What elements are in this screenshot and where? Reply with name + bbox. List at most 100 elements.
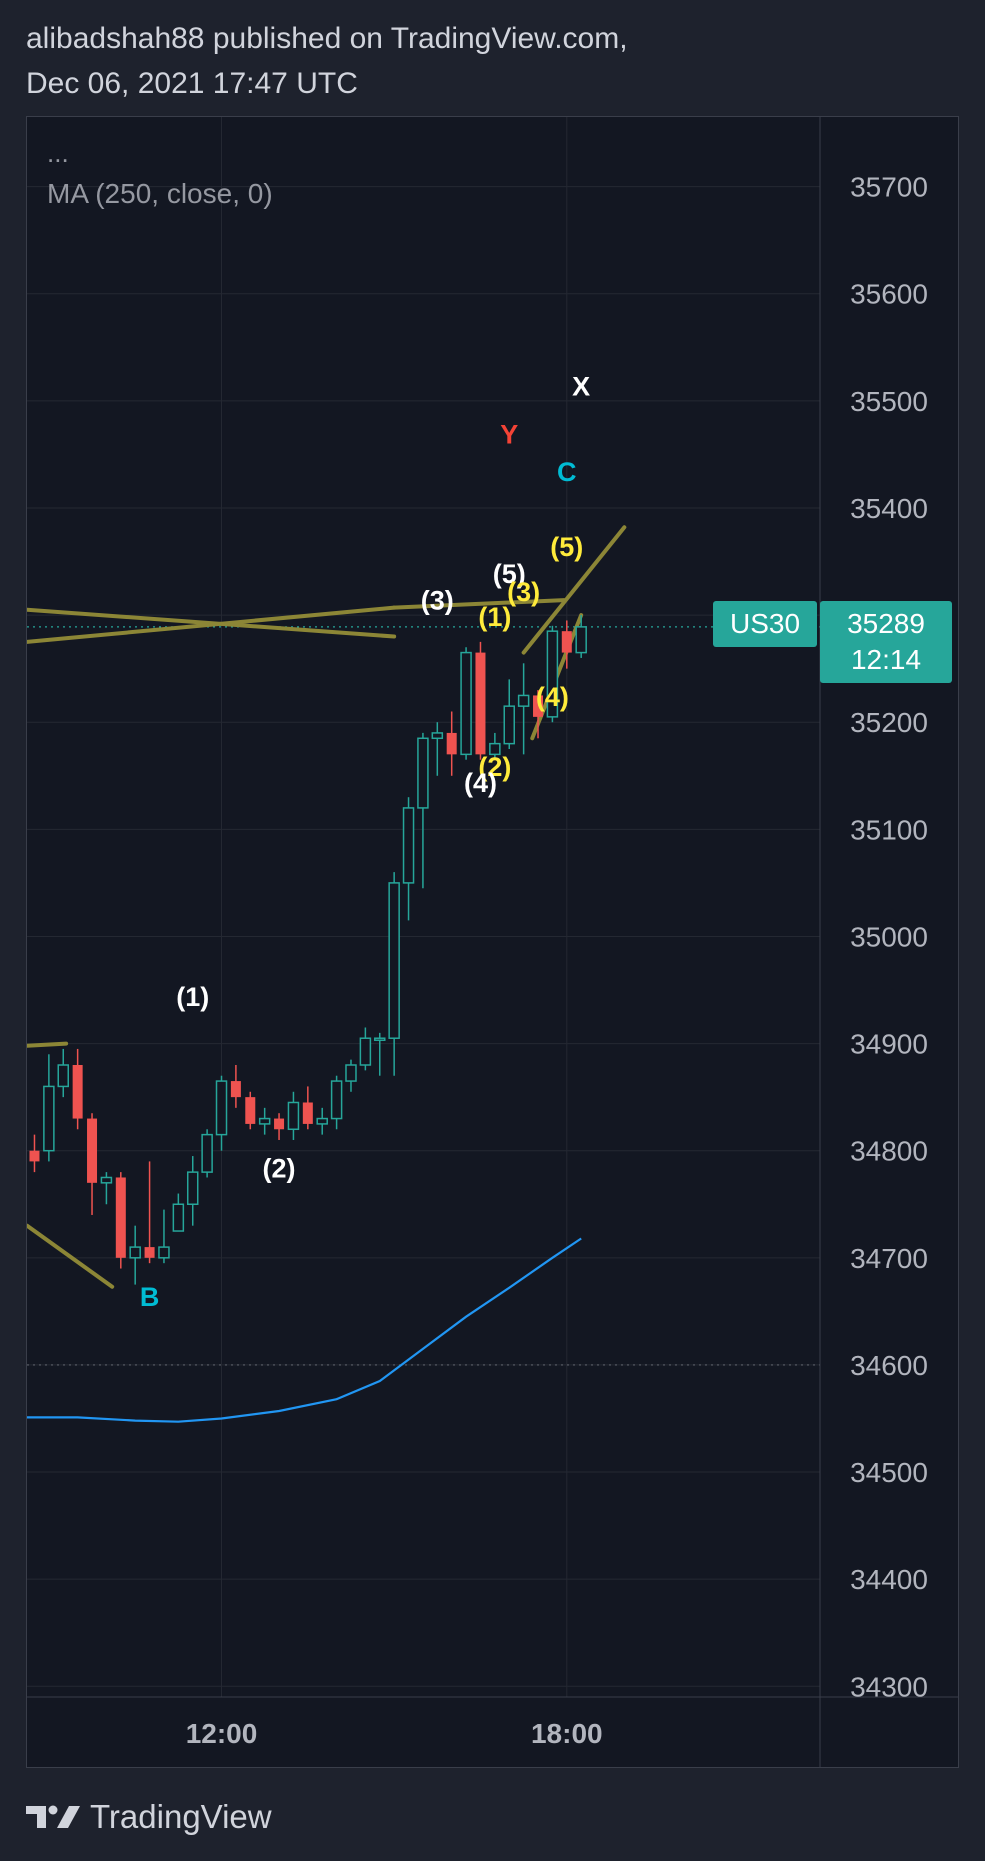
candle-body [245, 1097, 256, 1124]
chart-frame[interactable]: X Y C (5) (5) (3) (3) (1) (4) (2) (4) (1) (2) B 35700… [26, 116, 959, 1768]
indicator-legend[interactable]: MA (250, close, 0) [47, 178, 273, 209]
candle [330, 1075, 343, 1130]
publisher-line: alibadshah88 published on TradingView.co… [26, 22, 628, 55]
candle-body [215, 1080, 228, 1136]
wave-label: Y [500, 420, 518, 450]
candle [287, 1091, 300, 1140]
candle-body [374, 1037, 386, 1041]
candle [517, 663, 530, 755]
wave-label: (4) [536, 682, 569, 712]
y-tick-label: 35600 [850, 279, 928, 310]
trendline[interactable] [392, 598, 566, 610]
candle [274, 1113, 285, 1140]
candle-body [431, 732, 444, 740]
legend-more[interactable]: ... [47, 138, 69, 168]
candle-body [417, 737, 429, 809]
candle [575, 615, 587, 658]
wave-label: (5) [493, 559, 526, 589]
candle-body [144, 1247, 155, 1258]
tradingview-logo-icon [26, 1805, 80, 1828]
candle [489, 732, 501, 760]
trendline[interactable] [27, 605, 397, 644]
trendline[interactable] [521, 525, 627, 655]
trendline[interactable] [27, 1223, 115, 1289]
candle-body [475, 652, 486, 755]
wave-label: (2) [478, 752, 511, 782]
time-axis[interactable]: 12:00 18:00 [186, 1718, 603, 1749]
candle [100, 1172, 113, 1205]
candle-body [345, 1064, 357, 1082]
price-axis[interactable]: 3570035600355003540035300352003510035000… [850, 172, 928, 1703]
horizontal-dotted-lines [27, 626, 820, 1366]
candle-body [287, 1101, 300, 1131]
candle-body [43, 1085, 55, 1152]
candle [374, 1032, 386, 1076]
candle-body [100, 1176, 113, 1184]
candle-body [274, 1118, 285, 1130]
last-price-tag-bg [820, 601, 952, 683]
candle-body [503, 705, 515, 745]
symbol-tag-bg [713, 601, 817, 647]
ma-line[interactable] [27, 1237, 582, 1423]
publish-date: Dec 06, 2021 17:47 UTC [26, 67, 358, 100]
y-tick-label: 35000 [850, 921, 928, 952]
y-tick-label: 34800 [850, 1136, 928, 1167]
chart-background [27, 117, 958, 1767]
wave-label: (4) [464, 768, 497, 798]
candle [316, 1107, 328, 1135]
y-tick-label: 34600 [850, 1350, 928, 1381]
candles [29, 615, 587, 1285]
candle-body [87, 1118, 98, 1183]
candle [533, 690, 544, 739]
y-tick-label: 35100 [850, 814, 928, 845]
symbol-tag: US30 [730, 608, 800, 639]
y-tick-label: 34900 [850, 1029, 928, 1060]
y-tick-label: 35500 [850, 386, 928, 417]
candle [446, 711, 457, 776]
candle [475, 641, 486, 760]
candle [144, 1161, 155, 1264]
candle [129, 1225, 141, 1285]
candle-body [402, 807, 415, 884]
candle-body [546, 630, 559, 718]
candle [43, 1054, 55, 1162]
y-tick-label: 34400 [850, 1564, 928, 1595]
candle [546, 625, 559, 723]
wave-label: B [140, 1282, 160, 1312]
footer-brand: TradingView [90, 1798, 272, 1835]
candle [115, 1172, 126, 1269]
candle [388, 872, 400, 1076]
candle [258, 1107, 271, 1135]
candle-body [57, 1064, 70, 1088]
candle [345, 1059, 357, 1092]
candle-body [517, 694, 530, 707]
candle [460, 647, 472, 760]
candle-body [359, 1037, 372, 1066]
y-tick-label: 34300 [850, 1671, 928, 1702]
candle [158, 1209, 170, 1264]
candle-body [316, 1117, 328, 1125]
candle-body [561, 631, 572, 653]
y-tick-label: 35400 [850, 493, 928, 524]
wave-label: X [572, 372, 590, 402]
candlestick-chart[interactable]: XYC(5)(5)(3)(3)(1)(4)(2)(4)(1)(2)B 35700… [27, 117, 958, 1767]
candle [186, 1156, 199, 1226]
candle [215, 1075, 228, 1151]
candle-body [489, 742, 501, 756]
wave-label: (1) [176, 982, 209, 1012]
x-tick-label: 12:00 [186, 1718, 258, 1749]
candle-body [330, 1080, 343, 1120]
candle [201, 1129, 213, 1178]
trendline[interactable] [27, 1041, 69, 1048]
wave-label: (3) [507, 577, 540, 607]
candle-body [533, 695, 544, 717]
candle-body [230, 1081, 241, 1098]
last-price: 35289 [847, 608, 925, 639]
wave-label: (5) [550, 532, 583, 562]
candle [29, 1134, 40, 1173]
y-tick-label: 34500 [850, 1457, 928, 1488]
candle [87, 1113, 98, 1215]
candle [57, 1048, 70, 1098]
bar-countdown: 12:14 [851, 644, 921, 675]
footer: TradingView [26, 1792, 272, 1842]
